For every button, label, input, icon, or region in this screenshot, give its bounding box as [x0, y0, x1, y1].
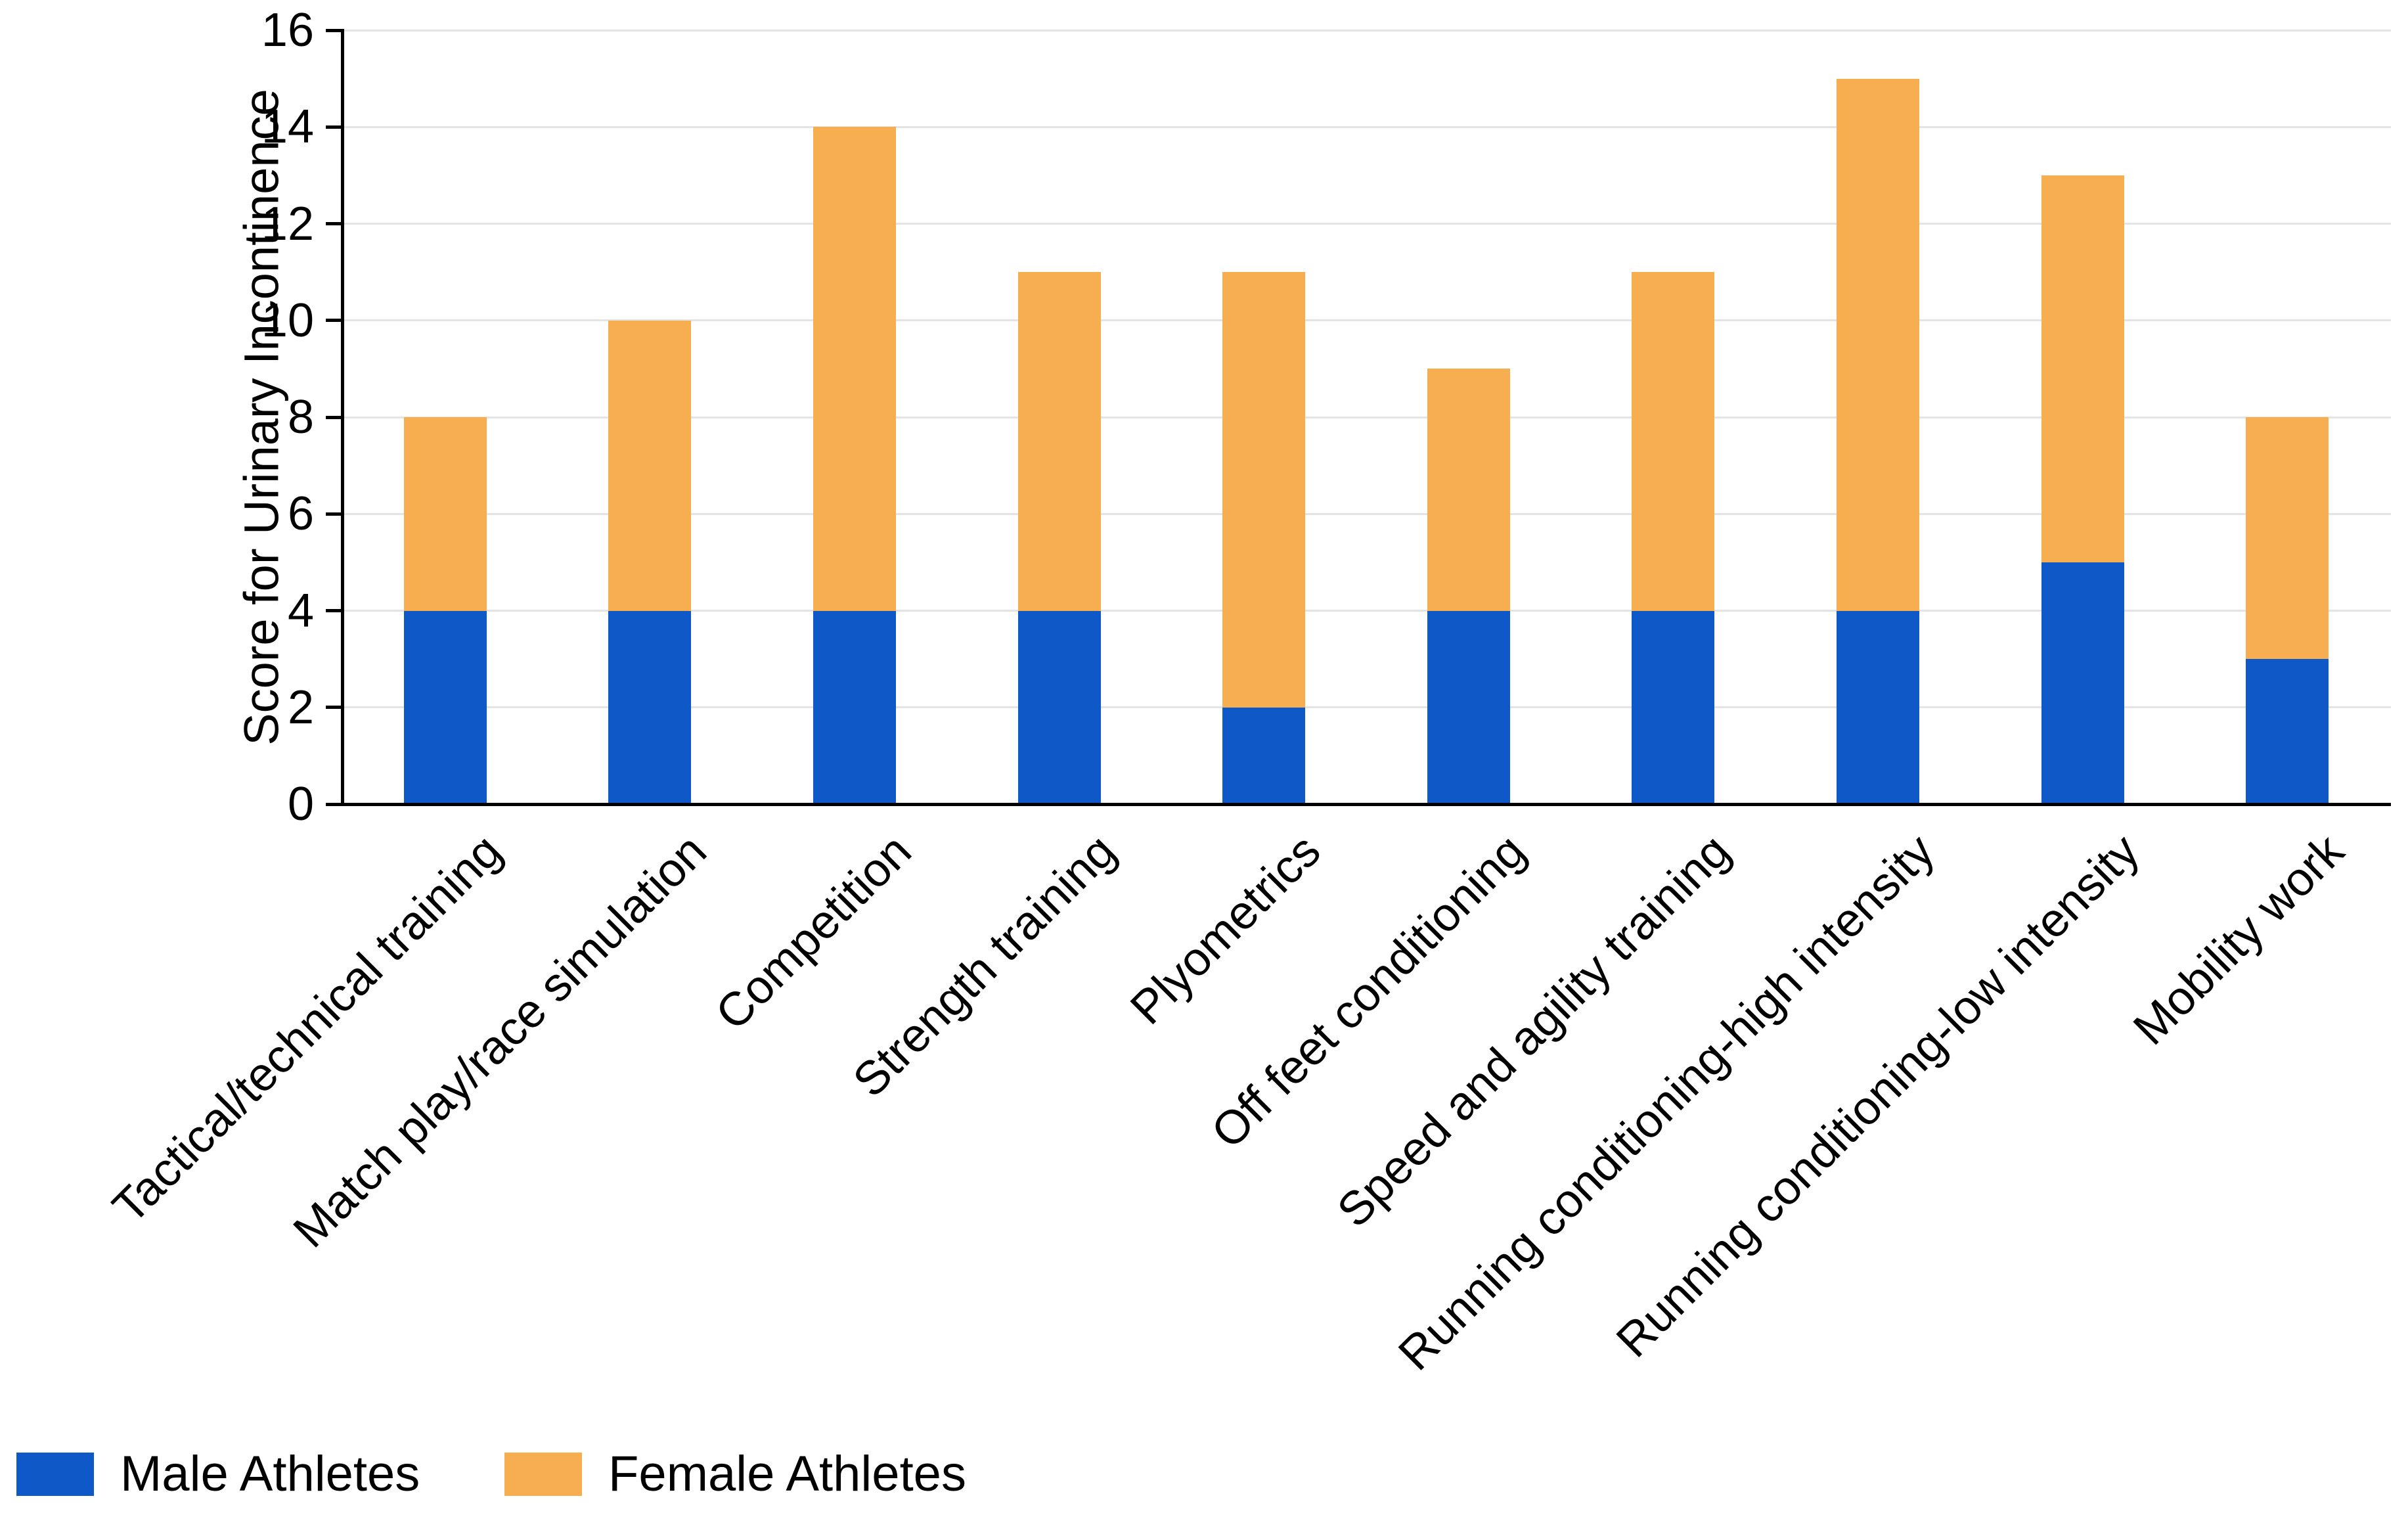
bar-segment-female-4	[1017, 272, 1101, 611]
bar-segment-female-3	[813, 127, 896, 611]
y-tick-14	[326, 125, 343, 129]
bar-segment-female-5	[1222, 272, 1306, 708]
x-category-label-10: Mobility work	[2123, 824, 2354, 1055]
gridline-y-8	[343, 416, 2391, 418]
bar-segment-male-1	[403, 610, 487, 804]
y-tick-16	[326, 28, 343, 32]
gridline-y-14	[343, 125, 2391, 128]
gridline-y-12	[343, 223, 2391, 225]
x-category-label-2: Match play/race simulation	[283, 824, 717, 1258]
legend-swatch-male-athletes	[16, 1453, 94, 1496]
y-tick-label-6: 6	[287, 487, 314, 541]
y-tick-label-12: 12	[261, 197, 314, 250]
bar-segment-female-6	[1427, 369, 1510, 611]
x-category-label-3: Competition	[705, 824, 922, 1041]
gridline-y-10	[343, 319, 2391, 322]
legend-item-female-athletes: Female Athletes	[504, 1446, 966, 1502]
y-tick-6	[326, 512, 343, 516]
y-tick-4	[326, 609, 343, 612]
legend-label-male-athletes: Male Athletes	[120, 1446, 420, 1502]
bar-segment-female-1	[403, 417, 487, 611]
bar-segment-female-10	[2246, 417, 2329, 660]
y-tick-12	[326, 222, 343, 225]
y-tick-label-16: 16	[261, 4, 314, 56]
bar-segment-male-4	[1017, 610, 1101, 804]
y-tick-2	[326, 706, 343, 710]
gridline-y-16	[343, 29, 2391, 32]
y-tick-label-4: 4	[287, 584, 314, 637]
bar-segment-male-7	[1632, 610, 1715, 804]
x-category-label-1: Tactical/technical training	[102, 824, 512, 1234]
x-category-label-5: Plyometrics	[1121, 824, 1331, 1035]
bar-segment-male-6	[1427, 610, 1510, 804]
bar-segment-male-5	[1222, 707, 1306, 804]
bar-segment-male-3	[813, 610, 896, 804]
gridline-y-4	[343, 610, 2391, 612]
bar-segment-male-10	[2246, 659, 2329, 804]
bar-segment-male-9	[2041, 562, 2124, 804]
legend-item-male-athletes: Male Athletes	[16, 1446, 420, 1502]
y-axis-line	[341, 29, 344, 805]
gridline-y-6	[343, 512, 2391, 515]
x-axis-line	[343, 803, 2391, 806]
bar-segment-female-8	[1837, 78, 1919, 611]
y-tick-0	[326, 802, 343, 806]
y-tick-label-14: 14	[261, 101, 314, 154]
bar-segment-female-9	[2041, 175, 2124, 562]
y-tick-label-10: 10	[261, 294, 314, 347]
legend: Male Athletes Female Athletes	[0, 1446, 2408, 1502]
legend-swatch-female-athletes	[504, 1453, 582, 1496]
y-tick-label-8: 8	[287, 391, 314, 443]
y-tick-8	[326, 415, 343, 419]
bar-segment-male-2	[608, 610, 692, 804]
legend-label-female-athletes: Female Athletes	[608, 1446, 966, 1502]
x-category-label-7: Speed and agility training	[1327, 824, 1740, 1238]
y-tick-label-0: 0	[287, 778, 314, 830]
bar-segment-female-2	[608, 320, 692, 611]
bar-segment-female-7	[1632, 272, 1715, 611]
y-tick-label-2: 2	[287, 681, 314, 734]
bar-segment-male-8	[1837, 610, 1919, 804]
gridline-y-2	[343, 706, 2391, 709]
y-tick-10	[326, 319, 343, 323]
